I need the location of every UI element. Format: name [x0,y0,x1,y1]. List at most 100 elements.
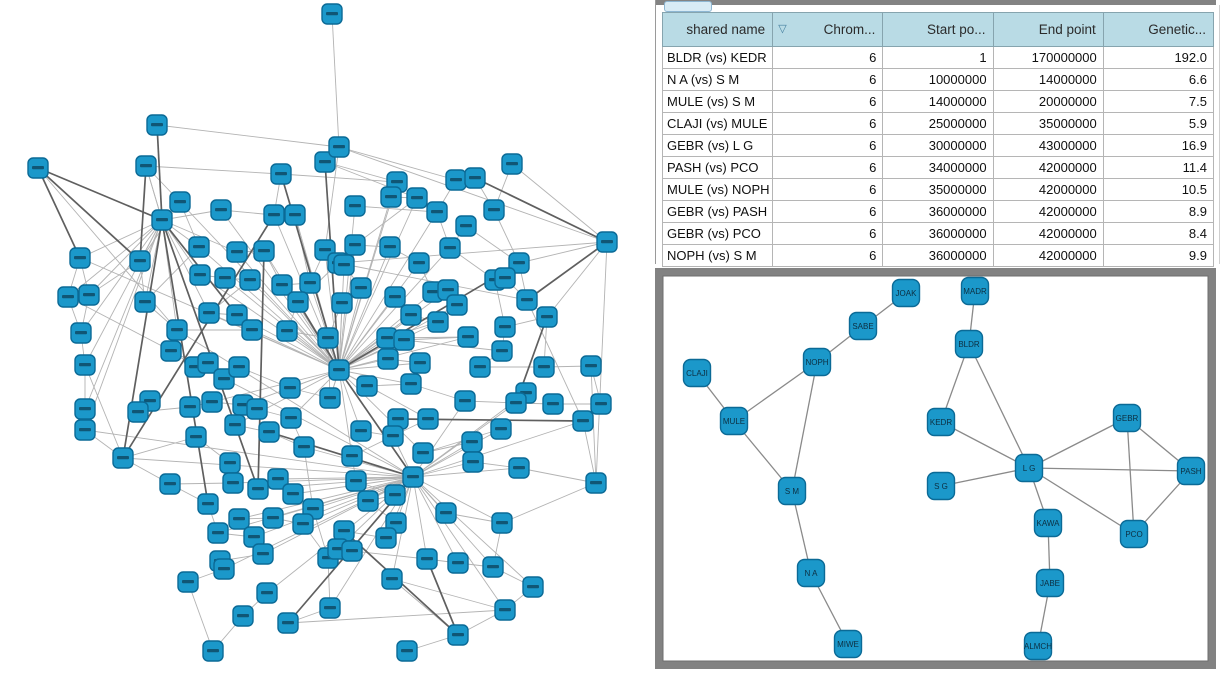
table-row[interactable]: N A (vs) S M 6 10000000 14000000 6.6 [661,68,1215,91]
overview-node-39[interactable] [406,187,428,209]
overview-node-27[interactable] [134,291,156,313]
column-header-shared-name[interactable]: shared name [661,12,774,47]
table-row[interactable]: GEBR (vs) PASH 6 36000000 42000000 8.9 [661,200,1215,223]
overview-node-46[interactable] [379,236,401,258]
overview-node-142[interactable] [357,490,379,512]
overview-node-105[interactable] [177,571,199,593]
overview-node-125[interactable] [542,393,564,415]
overview-node-25[interactable] [57,286,79,308]
column-header-genetic-[interactable]: Genetic... [1102,12,1215,47]
overview-node-44[interactable] [596,231,618,253]
table-row[interactable]: BLDR (vs) KEDR 6 1 170000000 192.0 [661,46,1215,69]
overview-node-3[interactable] [135,155,157,177]
overview-node-119[interactable] [580,355,602,377]
overview-node-131[interactable] [382,425,404,447]
overview-node-138[interactable] [345,470,367,492]
overview-node-90[interactable] [222,472,244,494]
detail-node-gebr[interactable]: GEBR [1112,403,1142,433]
overview-node-141[interactable] [384,484,406,506]
overview-node-45[interactable] [344,234,366,256]
overview-node-92[interactable] [247,478,269,500]
overview-node-94[interactable] [282,483,304,505]
overview-node-143[interactable] [435,502,457,524]
network-detail-panel[interactable]: JOAK SABE NOPH CLAJI MULE KEDR S G S M N A MIWE MA… [655,268,1216,669]
detail-node-joak[interactable]: JOAK [891,278,921,308]
detail-node-kedr[interactable]: KEDR [926,407,956,437]
overview-node-32[interactable] [70,322,92,344]
detail-node-miwe[interactable]: MIWE [833,629,863,659]
overview-node-75[interactable] [74,398,96,420]
overview-node-66[interactable] [317,327,339,349]
overview-node-24[interactable] [287,291,309,313]
overview-node-19[interactable] [189,264,211,286]
overview-node-146[interactable] [375,527,397,549]
overview-node-122[interactable] [454,390,476,412]
overview-node-14[interactable] [188,236,210,258]
overview-node-63[interactable] [536,306,558,328]
overview-node-26[interactable] [78,284,100,306]
overview-node-31[interactable] [276,320,298,342]
overview-node-150[interactable] [416,548,438,570]
overview-node-13[interactable] [129,250,151,272]
overview-node-23[interactable] [299,272,321,294]
table-row[interactable]: CLAJI (vs) MULE 6 25000000 35000000 5.9 [661,112,1215,135]
overview-node-101[interactable] [243,526,265,548]
overview-node-97[interactable] [228,508,250,530]
overview-node-52[interactable] [494,267,516,289]
overview-node-41[interactable] [426,201,448,223]
overview-node-8[interactable] [210,199,232,221]
detail-node-mule[interactable]: MULE [719,406,749,436]
overview-node-88[interactable] [112,447,134,469]
overview-node-151[interactable] [447,552,469,574]
overview-node-134[interactable] [461,431,483,453]
overview-node-4[interactable] [270,163,292,185]
overview-node-12[interactable] [69,247,91,269]
overview-node-113[interactable] [393,329,415,351]
detail-node-kawa[interactable]: KAWA [1033,508,1063,538]
overview-node-61[interactable] [427,311,449,333]
column-header-chrom-[interactable]: ▽ Chrom... [772,12,884,47]
overview-node-77[interactable] [127,401,149,423]
overview-node-68[interactable] [160,340,182,362]
detail-node-bldr[interactable]: BLDR [954,329,984,359]
overview-node-140[interactable] [585,472,607,494]
overview-node-89[interactable] [219,452,241,474]
overview-node-126[interactable] [590,393,612,415]
overview-node-0[interactable] [321,3,343,25]
overview-node-117[interactable] [469,356,491,378]
overview-node-49[interactable] [408,252,430,274]
overview-node-28[interactable] [198,302,220,324]
overview-node-157[interactable] [396,640,418,662]
overview-node-73[interactable] [279,377,301,399]
overview-node-98[interactable] [262,507,284,529]
overview-node-11[interactable] [284,204,306,226]
overview-node-155[interactable] [494,599,516,621]
overview-node-53[interactable] [350,277,372,299]
overview-node-58[interactable] [446,294,468,316]
overview-node-47[interactable] [439,237,461,259]
overview-node-70[interactable] [197,352,219,374]
overview-node-147[interactable] [333,520,355,542]
overview-node-10[interactable] [263,204,285,226]
overview-node-30[interactable] [241,319,263,341]
detail-node-s-m[interactable]: S M [777,476,807,506]
overview-node-40[interactable] [344,195,366,217]
overview-node-21[interactable] [239,269,261,291]
detail-node-sabe[interactable]: SABE [848,311,878,341]
overview-node-9[interactable] [151,209,173,231]
overview-node-29[interactable] [226,304,248,326]
overview-node-85[interactable] [293,436,315,458]
overview-node-81[interactable] [246,398,268,420]
overview-node-1[interactable] [146,114,168,136]
overview-node-114[interactable] [491,340,513,362]
overview-node-104[interactable] [213,558,235,580]
detail-node-claji[interactable]: CLAJI [682,358,712,388]
overview-node-95[interactable] [197,493,219,515]
overview-node-50[interactable] [508,252,530,274]
overview-node-130[interactable] [350,420,372,442]
table-row[interactable]: GEBR (vs) L G 6 30000000 43000000 16.9 [661,134,1215,157]
overview-node-42[interactable] [483,199,505,221]
overview-node-139[interactable] [402,466,424,488]
column-header-start-po-[interactable]: Start po... [882,12,994,47]
column-header-end-point[interactable]: End point [992,12,1104,47]
